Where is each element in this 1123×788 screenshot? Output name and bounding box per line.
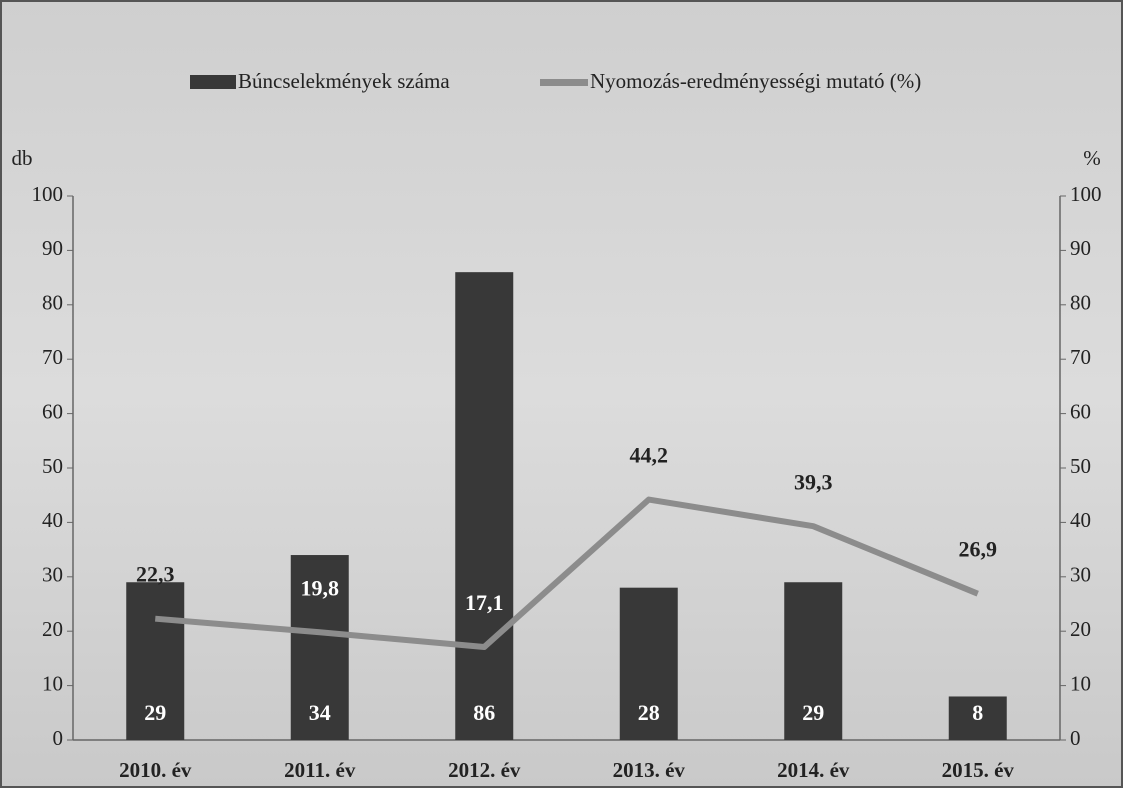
- x-tick-label: 2015. év: [942, 758, 1015, 782]
- line-value-label: 19,8: [301, 575, 340, 600]
- y-tick-label: 50: [42, 454, 63, 478]
- bar: [290, 555, 349, 740]
- bar: [619, 587, 678, 740]
- line-value-label: 22,3: [136, 562, 175, 587]
- bar-value-label: 28: [638, 700, 660, 725]
- y2-tick-label: 50: [1070, 454, 1091, 478]
- bar-value-label: 29: [144, 700, 166, 725]
- bar-value-label: 34: [309, 700, 331, 725]
- bar-value-label: 86: [473, 700, 495, 725]
- line-value-label: 44,2: [630, 443, 669, 468]
- x-tick-label: 2014. év: [777, 758, 850, 782]
- bar: [784, 582, 843, 740]
- y2-tick-label: 60: [1070, 399, 1091, 423]
- y-tick-label: 100: [32, 182, 64, 206]
- y2-tick-label: 90: [1070, 236, 1091, 260]
- x-tick-label: 2013. év: [613, 758, 686, 782]
- x-tick-label: 2012. év: [448, 758, 521, 782]
- legend-label: Búncselekmények száma: [238, 69, 450, 93]
- line-value-label: 26,9: [959, 537, 998, 562]
- y-tick-label: 60: [42, 399, 63, 423]
- y-tick-label: 80: [42, 291, 63, 315]
- line-value-label: 17,1: [465, 590, 504, 615]
- y2-tick-label: 80: [1070, 291, 1091, 315]
- bar-value-label: 29: [802, 700, 824, 725]
- y-tick-label: 30: [42, 563, 63, 587]
- y2-tick-label: 100: [1070, 182, 1102, 206]
- bar: [126, 582, 185, 740]
- y2-tick-label: 30: [1070, 563, 1091, 587]
- y2-axis-title: %: [1083, 146, 1101, 170]
- line: [155, 496, 979, 650]
- y2-tick-label: 0: [1070, 726, 1081, 750]
- bar: [455, 272, 514, 740]
- bar: [948, 696, 1007, 740]
- bar-value-label: 8: [972, 700, 983, 725]
- y-axis-title: db: [12, 146, 33, 170]
- line-value-label: 39,3: [794, 469, 833, 494]
- y-tick-label: 10: [42, 671, 63, 695]
- x-tick-label: 2010. év: [119, 758, 192, 782]
- y2-tick-label: 40: [1070, 508, 1091, 532]
- y-tick-label: 0: [53, 726, 64, 750]
- y-tick-label: 20: [42, 617, 63, 641]
- legend-swatch: [540, 79, 588, 86]
- legend-swatch: [190, 75, 236, 89]
- y2-tick-label: 10: [1070, 671, 1091, 695]
- legend-label: Nyomozás-eredményességi mutató (%): [590, 69, 921, 93]
- y2-tick-label: 70: [1070, 345, 1091, 369]
- y-tick-label: 70: [42, 345, 63, 369]
- x-tick-label: 2011. év: [284, 758, 356, 782]
- y-tick-label: 90: [42, 236, 63, 260]
- y-tick-label: 40: [42, 508, 63, 532]
- y2-tick-label: 20: [1070, 617, 1091, 641]
